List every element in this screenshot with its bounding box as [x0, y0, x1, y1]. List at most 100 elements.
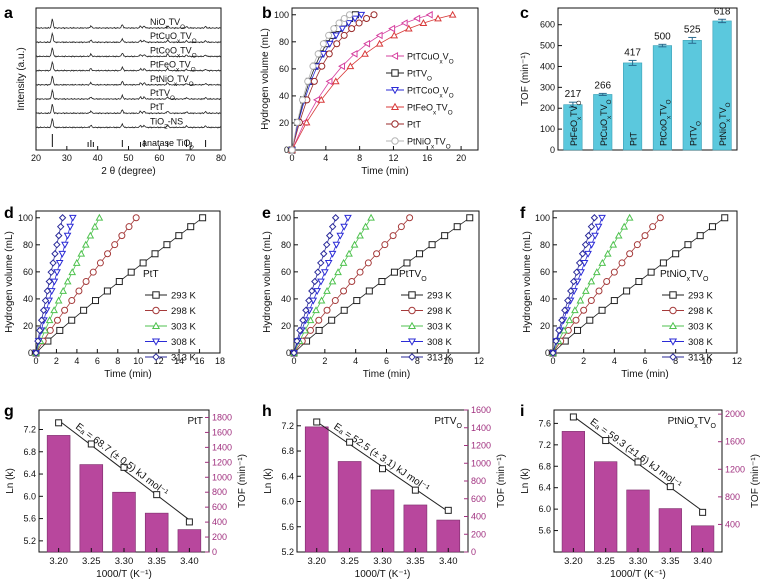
panel-letter-b: b — [262, 5, 272, 22]
y-tick-label: 60 — [23, 267, 33, 277]
data-point — [370, 11, 378, 19]
data-point — [82, 278, 90, 286]
data-point — [339, 258, 348, 266]
tof-bar — [46, 435, 71, 553]
data-point — [302, 306, 310, 314]
x-tick-label: 80 — [216, 153, 226, 163]
data-point — [721, 214, 729, 222]
y-tick-label: 5.6 — [538, 526, 551, 536]
legend-label: 293 K — [427, 291, 452, 302]
data-point — [61, 241, 69, 249]
legend-marker — [669, 353, 677, 361]
data-point — [49, 259, 57, 267]
x-tick-label: 12 — [388, 153, 398, 163]
data-point — [334, 268, 342, 276]
sample-label: PtTVO — [434, 416, 462, 430]
y-tick-label: 5.2 — [281, 547, 294, 557]
x-tick-label: 8 — [673, 356, 678, 366]
y-tick-label: 7.2 — [281, 421, 294, 431]
x-tick-label: 0 — [289, 153, 294, 163]
data-point — [623, 287, 631, 295]
legend-marker — [151, 321, 161, 330]
x-tick-label: 3.30 — [629, 556, 648, 567]
x-tick-label: 6 — [95, 356, 100, 366]
lnk-point — [87, 440, 95, 448]
data-point — [317, 278, 325, 286]
data-point — [552, 337, 560, 345]
tof-bar — [304, 426, 329, 553]
data-point — [318, 62, 326, 70]
data-point — [53, 269, 61, 277]
data-point — [364, 259, 372, 267]
data-point — [32, 349, 40, 357]
data-label: 217 — [565, 89, 582, 100]
y-tick-label: 40 — [279, 91, 289, 101]
lnk-point — [185, 518, 193, 526]
data-point — [575, 259, 584, 267]
data-point — [317, 95, 326, 103]
legend-label: PtFeOxTVO — [407, 103, 453, 117]
data-point — [580, 260, 589, 267]
data-point — [641, 232, 649, 240]
data-point — [151, 250, 159, 258]
y-axis-title: Hydrogen volume (mL) — [260, 28, 271, 130]
x-tick-label: 40 — [93, 153, 103, 163]
plot-frame — [35, 210, 221, 354]
data-point — [47, 268, 55, 276]
data-point — [332, 32, 340, 40]
data-point — [127, 268, 135, 276]
lnk-point — [569, 413, 577, 421]
y2-tick-label: 1200 — [725, 464, 745, 474]
tof-bar — [594, 461, 618, 553]
y-tick-label: 100 — [274, 10, 289, 20]
lnk-point — [444, 506, 452, 514]
x-tick-label: 3.25 — [82, 556, 101, 567]
data-point — [586, 316, 594, 324]
data-point — [66, 223, 75, 231]
data-point — [696, 232, 704, 240]
y2-tick-label: 800 — [725, 492, 740, 502]
x-axis-title: Time (min) — [104, 369, 151, 380]
data-point — [397, 223, 405, 231]
data-point — [404, 24, 413, 32]
data-point — [567, 287, 575, 295]
panel-letter-a: a — [4, 5, 13, 22]
y-tick-label: 20 — [279, 118, 289, 128]
x-tick-label: 6 — [642, 356, 647, 366]
x-tick-label: 12 — [474, 356, 484, 366]
x-tick-label: 10 — [133, 356, 143, 366]
y2-tick-label: 600 — [212, 502, 227, 512]
y-axis-title: Hydrogen volume (mL) — [262, 231, 273, 333]
data-point — [68, 316, 76, 324]
y-tick-label: 5.6 — [281, 522, 294, 532]
data-point — [582, 286, 590, 294]
y-tick-label: 80 — [281, 240, 291, 250]
data-point — [592, 268, 601, 276]
x-tick-label: 12 — [732, 356, 742, 366]
x-tick-label: 16 — [422, 153, 432, 163]
data-point — [584, 231, 593, 240]
data-point — [367, 213, 375, 221]
data-point — [104, 250, 112, 258]
lnk-point — [120, 463, 128, 471]
legend-label: 303 K — [688, 322, 713, 333]
y-tick-label: 60 — [281, 267, 291, 277]
legend-label: 313 K — [688, 353, 713, 364]
y2-tick-label: 400 — [471, 512, 486, 522]
data-point — [356, 268, 364, 276]
lnk-point — [602, 437, 610, 445]
y2-tick-label: 1200 — [471, 441, 491, 451]
x-tick-label: PtTVO — [688, 121, 702, 146]
data-point — [633, 241, 641, 249]
x-tick-label: 3.20 — [49, 556, 68, 567]
x-tick-label: 60 — [154, 153, 164, 163]
x-tick-label: 0 — [33, 356, 38, 366]
xrd-pattern — [35, 88, 222, 101]
data-point — [413, 14, 421, 23]
data-point — [50, 306, 58, 314]
data-point — [390, 31, 399, 39]
data-point — [587, 297, 595, 305]
data-point — [595, 287, 603, 295]
data-point — [314, 50, 322, 58]
legend-label: 298 K — [688, 306, 713, 317]
